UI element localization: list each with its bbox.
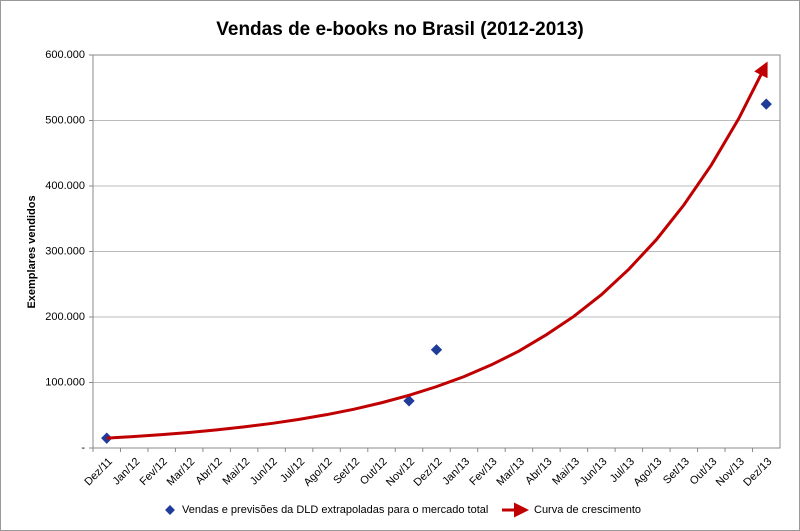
legend-label: Vendas e previsões da DLD extrapoladas p… — [182, 504, 488, 516]
y-tick-label: 600.000 — [45, 49, 85, 61]
y-tick-label: - — [81, 442, 85, 454]
growth-curve — [106, 61, 768, 440]
y-tick-label: 100.000 — [45, 376, 85, 388]
y-tick-label: 300.000 — [45, 245, 85, 257]
legend-label: Curva de crescimento — [534, 504, 641, 516]
y-tick-label: 400.000 — [45, 180, 85, 192]
plot-frame — [92, 54, 781, 449]
legend-symbol — [165, 505, 175, 515]
y-tick-label: 500.000 — [45, 114, 85, 126]
y-tick-label: 200.000 — [45, 311, 85, 323]
chart-title: Vendas de e-books no Brasil (2012-2013) — [216, 19, 584, 40]
data-point — [403, 395, 415, 407]
y-axis-label: Exemplares vendidos — [26, 195, 38, 308]
data-point — [430, 344, 443, 356]
